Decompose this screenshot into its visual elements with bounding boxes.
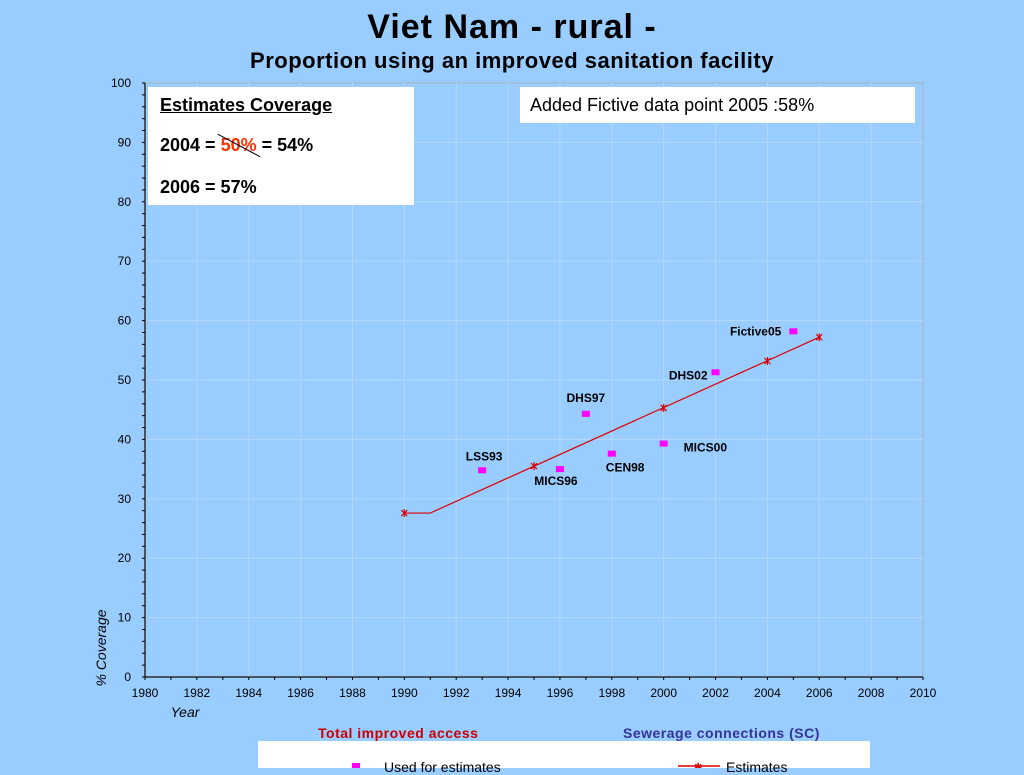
x-tick-label: 1988	[339, 686, 366, 700]
y-tick-label: 30	[118, 492, 132, 506]
y-tick-label: 50	[118, 373, 132, 387]
total-improved-access-label: Total improved access	[318, 725, 479, 741]
x-tick-label: 2010	[910, 686, 937, 700]
y-tick-label: 60	[118, 314, 132, 328]
chart-subtitle: Proportion using an improved sanitation …	[250, 48, 774, 73]
estimate-marker	[815, 333, 823, 342]
data-point-label: DHS02	[669, 368, 708, 382]
y-tick-label: 100	[111, 76, 131, 90]
x-tick-label: 1982	[184, 686, 211, 700]
fictive-note-text: Added Fictive data point 2005 :58%	[530, 95, 815, 115]
fictive-note-box: Added Fictive data point 2005 :58%	[520, 87, 915, 123]
data-point	[478, 467, 487, 474]
estimate-2004: 2004 = 50% = 54%	[160, 135, 313, 156]
data-point	[555, 466, 564, 473]
legend-swatches: ✱	[352, 762, 720, 768]
estimate-2004-struck-value: 50%	[220, 135, 257, 155]
x-tick-label: 2000	[650, 686, 677, 700]
legend-points-swatch	[352, 763, 360, 768]
data-point	[711, 369, 720, 376]
estimate-2004-prefix: 2004 =	[160, 135, 221, 155]
legend-used-for-estimates: Used for estimates	[384, 759, 501, 775]
y-tick-label: 0	[124, 670, 131, 684]
data-point-label: DHS97	[567, 391, 606, 405]
x-tick-label: 2006	[806, 686, 833, 700]
x-tick-label: 1994	[495, 686, 522, 700]
estimate-marker	[660, 403, 668, 412]
data-point-label: CEN98	[606, 461, 645, 475]
x-tick-label: 2008	[858, 686, 885, 700]
estimates-line	[404, 336, 820, 514]
x-tick-label: 1996	[547, 686, 574, 700]
data-point	[659, 440, 668, 447]
legend-line-marker: ✱	[694, 762, 702, 768]
y-axis-title: % Coverage	[93, 609, 109, 686]
data-point-label: Fictive05	[730, 324, 782, 338]
x-axis-title: Year	[171, 704, 201, 720]
estimate-2006: 2006 = 57%	[160, 177, 257, 197]
x-tick-label: 1986	[287, 686, 314, 700]
estimate-marker	[530, 462, 538, 471]
estimate-marker	[763, 356, 771, 365]
x-tick-label: 1984	[235, 686, 262, 700]
chart-title: Viet Nam - rural -	[367, 8, 657, 46]
estimate-2004-suffix: = 54%	[256, 135, 314, 155]
y-tick-label: 70	[118, 254, 132, 268]
y-tick-label: 20	[118, 551, 132, 565]
data-point-label: MICS96	[534, 474, 578, 488]
y-tick-label: 80	[118, 195, 132, 209]
estimates-heading: Estimates Coverage	[160, 95, 333, 115]
y-tick-label: 90	[118, 135, 132, 149]
data-point-label: LSS93	[466, 449, 503, 463]
x-tick-label: 2004	[754, 686, 781, 700]
data-point-label: MICS00	[684, 441, 728, 455]
data-point	[789, 328, 798, 335]
legend: ✱ Used for estimates Estimates	[258, 741, 870, 775]
estimates-coverage-box: Estimates Coverage 2004 = 50% = 54% 2006…	[148, 87, 414, 205]
x-tick-label: 1990	[391, 686, 418, 700]
sewerage-connections-label: Sewerage connections (SC)	[623, 725, 820, 741]
data-point	[607, 450, 616, 457]
x-tick-label: 1980	[132, 686, 159, 700]
y-tick-label: 40	[118, 432, 132, 446]
estimate-marker	[400, 509, 408, 518]
data-point	[581, 410, 590, 417]
legend-estimates: Estimates	[726, 759, 788, 775]
y-tick-label: 10	[118, 611, 132, 625]
x-tick-label: 2002	[702, 686, 729, 700]
x-tick-label: 1998	[598, 686, 625, 700]
x-tick-label: 1992	[443, 686, 470, 700]
